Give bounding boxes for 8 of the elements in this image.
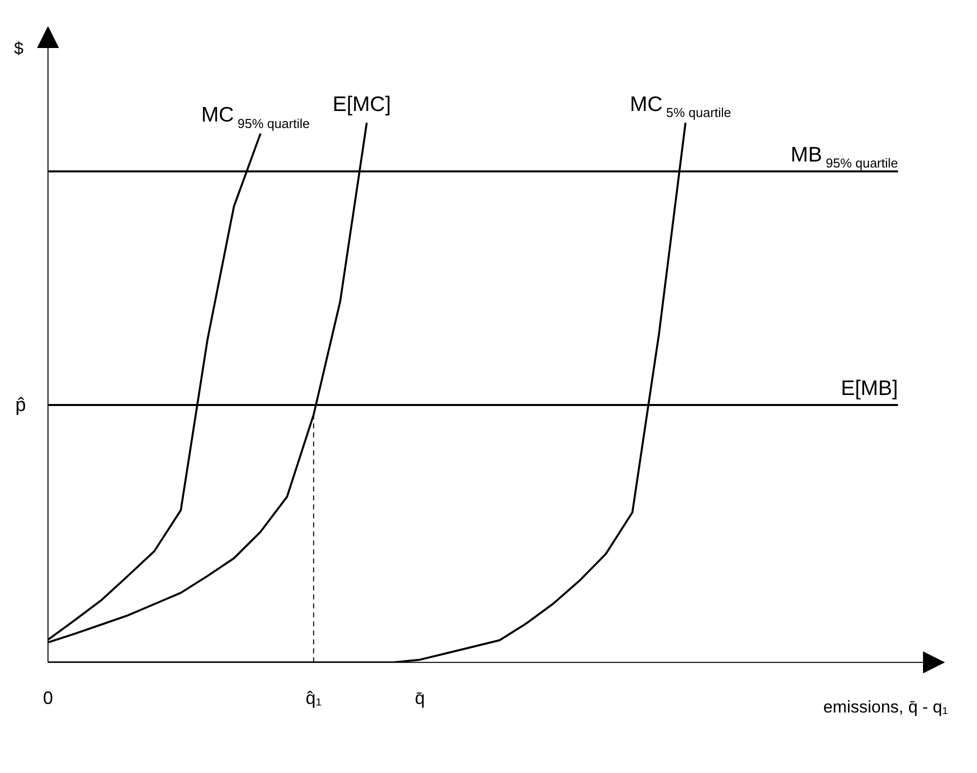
series-label: E[MB]	[840, 376, 898, 400]
series-label: E[MC]	[332, 92, 391, 116]
x-tick-label: 0	[42, 688, 54, 708]
x-axis-title: emissions, q̄ - q₁	[823, 697, 948, 716]
annotation: p̂	[15, 394, 26, 416]
x-tick-label: q̂₁	[306, 688, 322, 708]
y-axis-title: $	[14, 39, 24, 58]
x-tick-label: q̄	[414, 688, 425, 708]
